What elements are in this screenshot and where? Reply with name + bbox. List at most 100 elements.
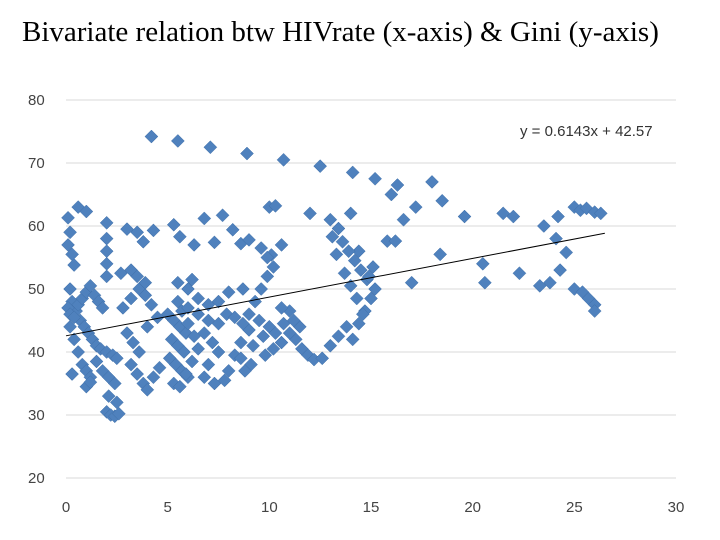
data-point [496, 206, 511, 221]
data-point [144, 297, 159, 312]
data-point [323, 338, 338, 353]
data-point [435, 193, 450, 208]
data-point [368, 171, 382, 186]
data-point [136, 234, 151, 249]
data-point [252, 313, 267, 328]
data-point [191, 341, 206, 356]
data-point [99, 215, 114, 230]
data-point [339, 319, 354, 334]
data-point [205, 335, 220, 350]
data-point [181, 282, 195, 296]
data-point [144, 129, 159, 144]
data-point [315, 351, 330, 366]
data-point [181, 316, 195, 331]
data-point [67, 310, 81, 325]
data-point [457, 209, 472, 224]
data-point [248, 294, 262, 309]
data-point [246, 338, 260, 353]
data-point [242, 307, 256, 322]
data-point [364, 291, 378, 306]
data-point [433, 247, 447, 262]
data-point [201, 313, 216, 328]
data-point [89, 354, 104, 369]
data-point [185, 354, 199, 369]
data-point [130, 269, 145, 284]
data-point [256, 329, 271, 344]
x-tick-label: 5 [163, 499, 171, 516]
data-point [179, 367, 193, 381]
data-point [146, 223, 161, 238]
data-point [116, 301, 130, 315]
data-point [274, 335, 289, 350]
data-point [323, 212, 338, 227]
data-point [254, 241, 269, 255]
data-point [138, 288, 153, 303]
data-point [221, 364, 236, 378]
data-point [215, 208, 230, 223]
data-point [114, 266, 128, 281]
data-point [99, 244, 114, 259]
data-point [478, 275, 492, 290]
data-point [240, 146, 254, 161]
data-point [124, 291, 138, 306]
data-point [63, 282, 77, 296]
y-tick-label: 50 [28, 281, 45, 298]
data-point [238, 364, 252, 378]
data-point [260, 250, 275, 265]
data-point [303, 206, 317, 221]
data-point [83, 278, 98, 293]
x-tick-label: 0 [62, 499, 70, 516]
data-point [551, 209, 565, 224]
data-point [225, 222, 240, 237]
data-point [234, 351, 248, 366]
data-point [203, 140, 218, 155]
data-point [170, 294, 185, 309]
data-point [99, 269, 114, 284]
data-point [201, 357, 216, 372]
x-tick-label: 10 [261, 499, 278, 516]
data-point [152, 360, 167, 375]
data-point [83, 375, 98, 390]
data-point [390, 178, 405, 192]
chart-title: Bivariate relation btw HIVrate (x-axis) … [22, 16, 659, 48]
data-point [61, 238, 75, 252]
data-point [65, 367, 79, 381]
data-point [331, 221, 346, 236]
data-point [177, 345, 191, 359]
data-point [236, 282, 250, 296]
data-point [337, 266, 352, 281]
data-point [532, 278, 547, 293]
data-point [197, 370, 212, 385]
data-point [211, 294, 226, 309]
data-point [331, 329, 346, 344]
data-point [593, 206, 608, 221]
data-point [366, 260, 380, 274]
data-point [345, 165, 360, 180]
data-point [170, 275, 185, 290]
data-point [559, 245, 574, 260]
data-point [138, 275, 153, 290]
data-point [234, 335, 248, 350]
data-point [274, 238, 289, 252]
data-point [266, 260, 281, 274]
data-point [67, 332, 81, 347]
data-point [173, 229, 187, 244]
data-point [132, 345, 147, 359]
trendline [65, 232, 605, 337]
x-axis-ticks: 0 5 10 15 20 25 30 [62, 499, 685, 516]
y-tick-label: 70 [28, 155, 45, 172]
data-point [140, 382, 155, 397]
data-point [408, 200, 423, 214]
data-point [191, 291, 206, 306]
data-point [388, 234, 403, 248]
data-point [79, 204, 94, 219]
data-point [266, 341, 281, 356]
grid-lines [66, 99, 676, 479]
data-point [61, 210, 75, 225]
data-point [268, 326, 283, 340]
x-tick-label: 30 [668, 499, 685, 516]
data-point [63, 319, 77, 334]
trendline-equation: y = 0.6143x + 42.57 [520, 123, 653, 140]
data-point [384, 187, 399, 202]
